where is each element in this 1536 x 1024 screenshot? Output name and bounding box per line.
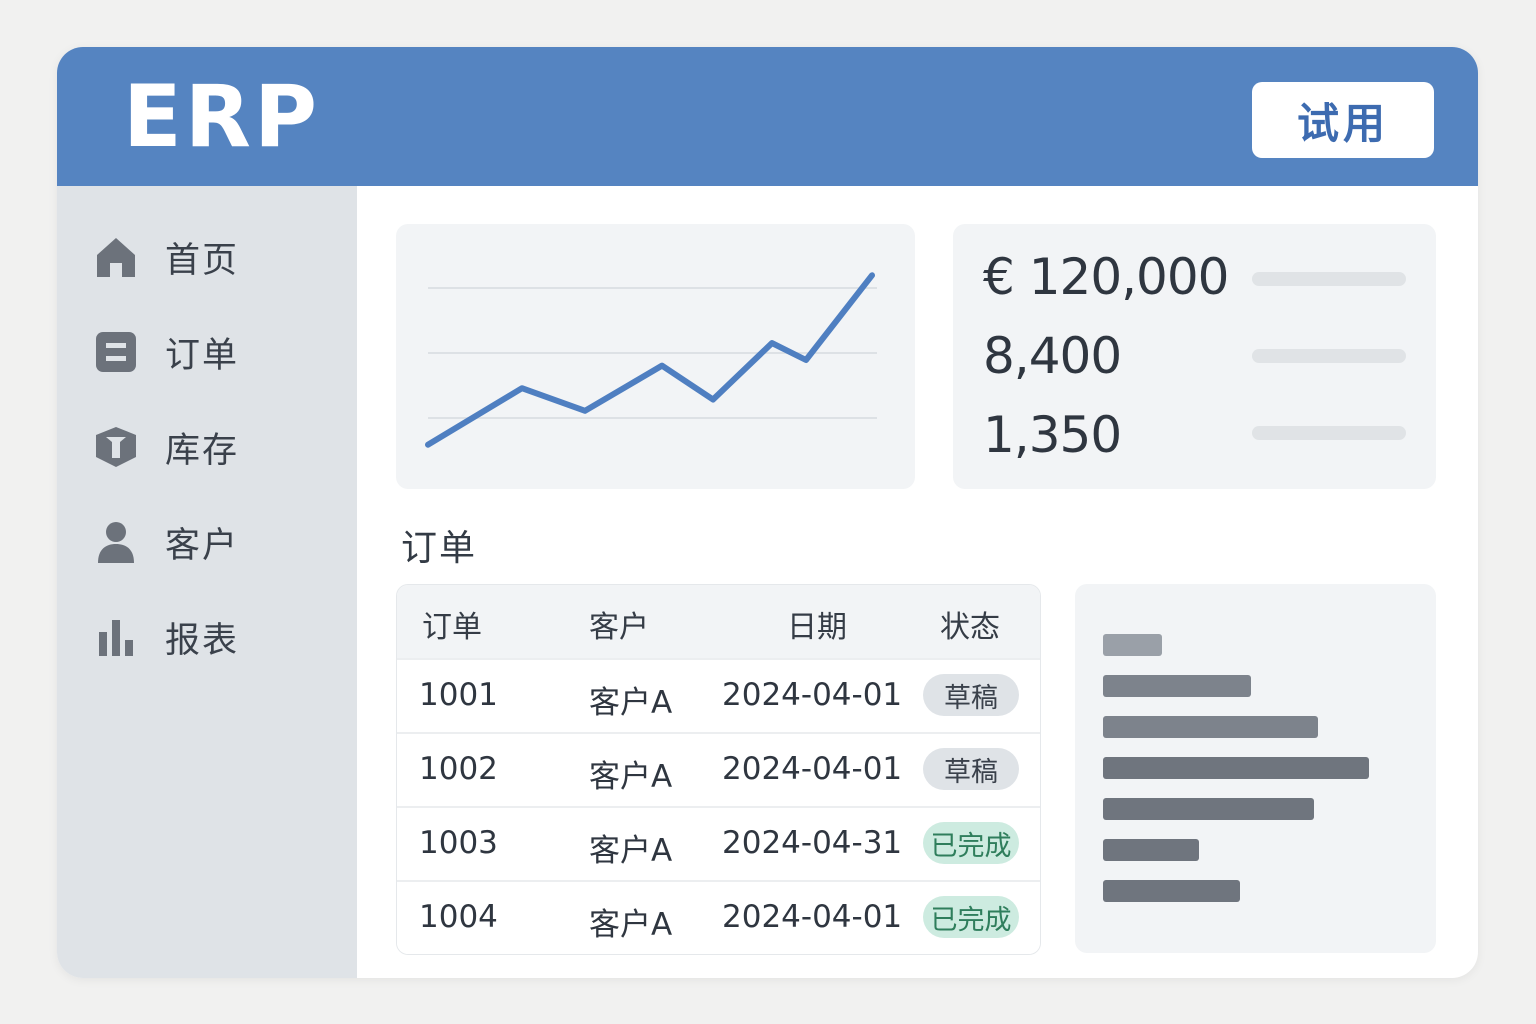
order-id: 1004: [419, 899, 498, 935]
app-logo: ERP: [123, 67, 320, 167]
table-row[interactable]: 1001 客户A 2024-04-01 草稿: [397, 658, 1040, 733]
bar-chart-icon: [93, 614, 139, 660]
sidebar-item-label: 客户: [165, 525, 240, 566]
horizontal-bar: [1103, 798, 1314, 820]
horizontal-bar: [1103, 634, 1162, 656]
column-header-order[interactable]: 订单: [422, 610, 482, 645]
sidebar-item-label: 库存: [165, 430, 240, 471]
bar-chart-card: [1075, 584, 1436, 953]
status-badge: 已完成: [923, 822, 1019, 864]
kpi-orders: 8,400: [983, 327, 1122, 385]
order-date: 2024-04-31: [722, 825, 903, 861]
table-header: 订单 客户 日期 状态: [397, 585, 1040, 658]
orders-section-title: 订单: [401, 528, 478, 569]
sidebar-item-inventory[interactable]: 库存: [93, 419, 333, 475]
column-header-status[interactable]: 状态: [940, 610, 1000, 645]
kpi-bar-placeholder: [1252, 349, 1406, 363]
line-chart-card: [396, 224, 915, 489]
order-date: 2024-04-01: [722, 751, 903, 787]
order-id: 1001: [419, 677, 498, 713]
sidebar-item-label: 首页: [165, 240, 240, 281]
horizontal-bar: [1103, 880, 1240, 902]
table-row[interactable]: 1004 客户A 2024-04-01 已完成: [397, 880, 1040, 954]
line-chart: [425, 272, 877, 448]
order-customer: 客户A: [589, 833, 673, 869]
home-icon: [93, 234, 139, 280]
sidebar-item-reports[interactable]: 报表: [93, 609, 333, 665]
column-header-date[interactable]: 日期: [787, 610, 847, 645]
sidebar: 首页 订单 库存 客户 报表: [57, 186, 357, 978]
trial-button[interactable]: 试用: [1252, 82, 1434, 158]
order-customer: 客户A: [589, 907, 673, 943]
kpi-bar-placeholder: [1252, 272, 1406, 286]
user-icon: [93, 519, 139, 565]
status-badge: 草稿: [923, 674, 1019, 716]
order-date: 2024-04-01: [722, 899, 903, 935]
kpi-customers: 1,350: [983, 406, 1122, 464]
sidebar-item-customers[interactable]: 客户: [93, 514, 333, 570]
orders-table: 订单 客户 日期 状态 1001 客户A 2024-04-01 草稿 1002 …: [396, 584, 1041, 955]
kpi-revenue: € 120,000: [983, 248, 1229, 306]
status-badge: 草稿: [923, 748, 1019, 790]
horizontal-bar: [1103, 716, 1318, 738]
order-date: 2024-04-01: [722, 677, 903, 713]
order-customer: 客户A: [589, 759, 673, 795]
sidebar-item-home[interactable]: 首页: [93, 229, 333, 285]
sidebar-item-orders[interactable]: 订单: [93, 324, 333, 380]
table-row[interactable]: 1003 客户A 2024-04-31 已完成: [397, 806, 1040, 881]
status-badge: 已完成: [923, 896, 1019, 938]
order-customer: 客户A: [589, 685, 673, 721]
sidebar-item-label: 订单: [165, 335, 240, 376]
order-id: 1002: [419, 751, 498, 787]
sidebar-item-label: 报表: [165, 620, 240, 661]
column-header-customer[interactable]: 客户: [589, 610, 649, 645]
horizontal-bar: [1103, 839, 1199, 861]
kpi-bar-placeholder: [1252, 426, 1406, 440]
line-series: [425, 272, 875, 448]
box-icon: [93, 424, 139, 470]
header-bar: ERP 试用: [57, 47, 1478, 186]
kpi-card: € 120,000 8,400 1,350: [953, 224, 1436, 489]
horizontal-bar: [1103, 675, 1251, 697]
order-id: 1003: [419, 825, 498, 861]
app-window: ERP 试用 首页 订单 库存 客户: [57, 47, 1478, 978]
table-row[interactable]: 1002 客户A 2024-04-01 草稿: [397, 732, 1040, 807]
horizontal-bar: [1103, 757, 1369, 779]
order-icon: [93, 329, 139, 375]
